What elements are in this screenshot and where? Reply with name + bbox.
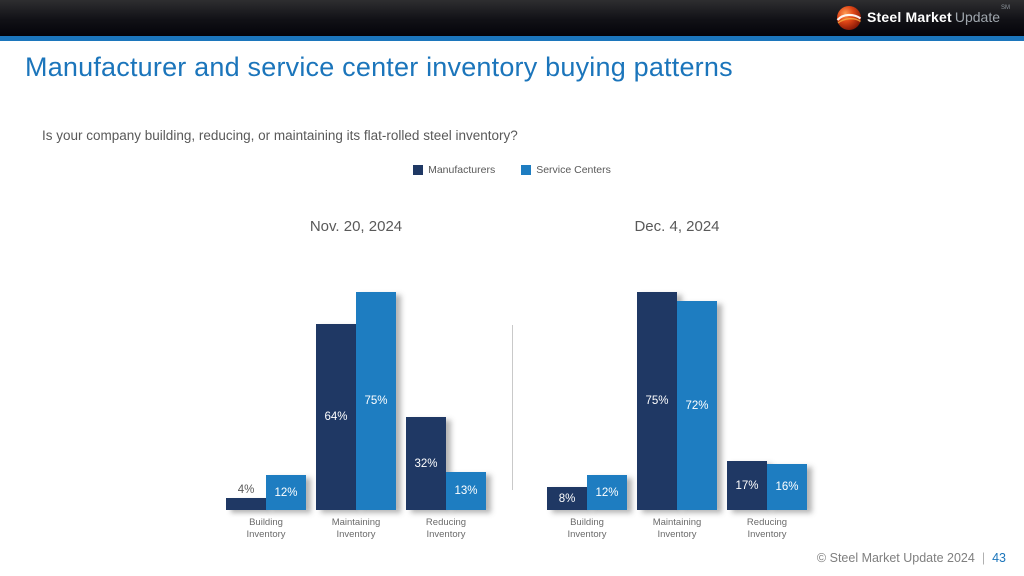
bar-value-label: 8% bbox=[558, 492, 576, 505]
bar-pair: 8% 12% bbox=[547, 475, 627, 510]
logo-update-text: Update bbox=[954, 9, 1000, 25]
chart-group-title: Nov. 20, 2024 bbox=[309, 218, 403, 235]
legend-item-service-centers: Service Centers bbox=[521, 164, 611, 176]
legend-item-manufacturers: Manufacturers bbox=[413, 164, 495, 176]
bar-value-label: 16% bbox=[775, 481, 799, 493]
page-number: 43 bbox=[992, 551, 1006, 565]
bar-manufacturers: 17% bbox=[727, 461, 767, 510]
category-building-inventory: 4% 12% Building Inventory bbox=[226, 236, 306, 540]
legend-label: Manufacturers bbox=[428, 164, 496, 176]
bar-service-centers: 13% bbox=[446, 472, 486, 510]
copyright-text: © Steel Market Update 2024 bbox=[816, 551, 975, 565]
category-axis-label: Building Inventory bbox=[567, 517, 607, 541]
category-maintaining-inventory: 75% 72% Maintaining Inventory bbox=[637, 236, 717, 540]
header-bar: Steel Market UpdateSM bbox=[0, 0, 1024, 36]
bar-service-centers: 72% bbox=[677, 301, 717, 510]
category-axis-label: Reducing Inventory bbox=[425, 517, 467, 541]
bar-value-label: 13% bbox=[454, 485, 478, 497]
bar-pair: 64% 75% bbox=[316, 292, 396, 510]
bar-value-label: 72% bbox=[685, 399, 709, 412]
bar-charts-area: Nov. 20, 2024 4% 12% Building Inventory 64% 7… bbox=[0, 210, 1024, 550]
bar-manufacturers: 8% bbox=[547, 487, 587, 510]
chart-group-nov-20-2024: Nov. 20, 2024 4% 12% Building Inventory 64% 7… bbox=[226, 218, 486, 540]
bar-value-label: 4% bbox=[237, 484, 255, 496]
legend-label: Service Centers bbox=[536, 164, 611, 176]
smu-globe-icon bbox=[836, 5, 862, 31]
bar-value-label: 75% bbox=[645, 395, 669, 407]
logo-steel-market-text: Steel Market bbox=[866, 9, 952, 25]
bar-value-label: 32% bbox=[414, 457, 438, 470]
category-building-inventory: 8% 12% Building Inventory bbox=[547, 236, 627, 540]
plot-area: 8% 12% Building Inventory 75% 72% Maintaining… bbox=[547, 236, 807, 540]
bar-service-centers: 12% bbox=[266, 475, 306, 510]
bar-service-centers: 12% bbox=[587, 475, 627, 510]
footer: © Steel Market Update 2024 | 43 bbox=[817, 551, 1006, 565]
bar-manufacturers: 64% bbox=[316, 324, 356, 510]
slide-title: Manufacturer and service center inventor… bbox=[25, 52, 733, 82]
bar-manufacturers: 32% bbox=[406, 417, 446, 510]
bar-value-label: 64% bbox=[324, 411, 348, 423]
footer-separator: | bbox=[981, 551, 986, 565]
smu-logo-text: Steel Market UpdateSM bbox=[866, 5, 1010, 27]
smu-logo: Steel Market UpdateSM bbox=[836, 5, 1010, 31]
bar-manufacturers: 75% bbox=[637, 292, 677, 510]
bar-pair: 75% 72% bbox=[637, 292, 717, 510]
bar-value-label: 75% bbox=[364, 395, 388, 407]
category-axis-label: Building Inventory bbox=[246, 517, 286, 541]
bar-manufacturers: 4% bbox=[226, 484, 266, 510]
category-axis-label: Reducing Inventory bbox=[746, 517, 788, 541]
legend-swatch bbox=[521, 165, 532, 175]
logo-sm-trademark: SM bbox=[1001, 5, 1010, 11]
category-axis-label: Maintaining Inventory bbox=[331, 517, 381, 541]
bar-service-centers: 16% bbox=[767, 464, 807, 510]
bar-pair: 17% 16% bbox=[727, 461, 807, 510]
survey-question: Is your company building, reducing, or m… bbox=[42, 128, 518, 143]
bar-value-label: 12% bbox=[274, 486, 298, 499]
bar-value-label: 12% bbox=[595, 486, 619, 499]
category-reducing-inventory: 17% 16% Reducing Inventory bbox=[727, 236, 807, 540]
chart-divider-line bbox=[512, 325, 513, 490]
bar-service-centers: 75% bbox=[356, 292, 396, 510]
bar-pair: 4% 12% bbox=[226, 475, 306, 510]
bar-pair: 32% 13% bbox=[406, 417, 486, 510]
category-maintaining-inventory: 64% 75% Maintaining Inventory bbox=[316, 236, 396, 540]
category-reducing-inventory: 32% 13% Reducing Inventory bbox=[406, 236, 486, 540]
chart-legend: Manufacturers Service Centers bbox=[0, 164, 1024, 176]
legend-swatch bbox=[413, 165, 424, 175]
accent-divider bbox=[0, 36, 1024, 41]
chart-group-title: Dec. 4, 2024 bbox=[634, 218, 720, 235]
bar-value-label: 17% bbox=[735, 479, 759, 492]
plot-area: 4% 12% Building Inventory 64% 75% Maintaining… bbox=[226, 236, 486, 540]
chart-group-dec-4-2024: Dec. 4, 2024 8% 12% Building Inventory 75% 72… bbox=[547, 218, 807, 540]
category-axis-label: Maintaining Inventory bbox=[652, 517, 702, 541]
